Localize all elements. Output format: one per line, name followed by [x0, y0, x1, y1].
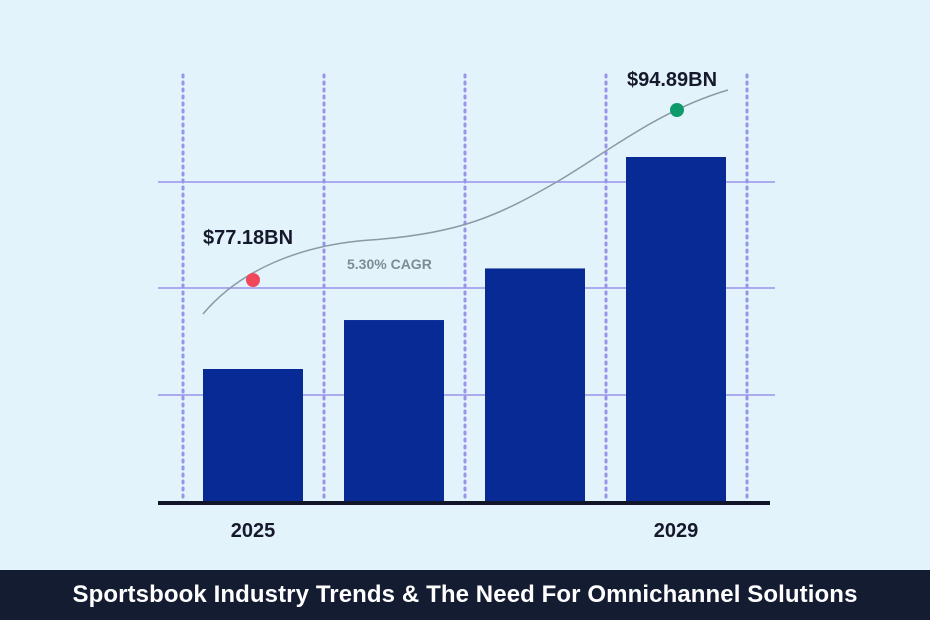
bar [344, 320, 444, 501]
cagr-label: 5.30% CAGR [347, 256, 432, 272]
market-growth-chart: $77.18BN $94.89BN 5.30% CAGR 2025 2029 [158, 69, 775, 542]
start-value-marker [246, 273, 260, 287]
end-value-marker [670, 103, 684, 117]
bar [485, 268, 585, 501]
bars [203, 157, 726, 501]
footer-banner: Sportsbook Industry Trends & The Need Fo… [0, 570, 930, 620]
x-tick-label: 2025 [231, 520, 276, 542]
bar [626, 157, 726, 501]
x-tick-label: 2029 [654, 520, 699, 542]
footer-title: Sportsbook Industry Trends & The Need Fo… [72, 581, 858, 608]
bar [203, 369, 303, 501]
end-value-label: $94.89BN [627, 69, 717, 91]
cagr-trend-line [202, 89, 729, 315]
start-value-label: $77.18BN [203, 227, 293, 249]
x-tick-labels: 2025 2029 [231, 520, 699, 542]
